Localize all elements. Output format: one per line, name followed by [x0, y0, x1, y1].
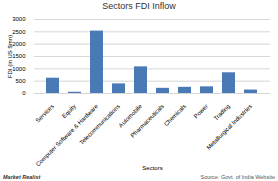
html-text:Sectors FDI Inflow: Sectors FDI Inflow: [102, 1, 176, 11]
svg-text:2500: 2500: [12, 29, 26, 35]
svg-text:Equity: Equity: [61, 103, 77, 119]
svg-text:Metallurgical Industries: Metallurgical Industries: [205, 103, 253, 151]
html-text:Source: Govt. of India Website: Source: Govt. of India Website: [200, 174, 275, 180]
svg-text:Trading: Trading: [213, 103, 231, 121]
svg-text:Services: Services: [35, 103, 56, 124]
svg-text:2000: 2000: [12, 41, 26, 47]
svg-text:Automobile: Automobile: [117, 103, 144, 129]
svg-text:Computer Software & Hardware: Computer Software & Hardware: [34, 103, 100, 168]
svg-text:3000: 3000: [12, 16, 26, 22]
svg-text:Pharmaceuticals: Pharmaceuticals: [129, 103, 165, 139]
svg-text:1500: 1500: [12, 53, 26, 59]
svg-text:Power: Power: [193, 103, 209, 119]
svg-text:Chemicals: Chemicals: [163, 103, 187, 127]
svg-text:FDI (in US $mn): FDI (in US $mn): [7, 35, 13, 78]
svg-text:Telecommunications: Telecommunications: [78, 103, 121, 146]
svg-text:1000: 1000: [12, 66, 26, 72]
svg-text:500: 500: [15, 78, 26, 84]
html-text:Market Realist: Market Realist: [3, 174, 41, 180]
svg-text:0: 0: [22, 90, 26, 96]
svg-text:Sectors: Sectors: [142, 165, 162, 171]
